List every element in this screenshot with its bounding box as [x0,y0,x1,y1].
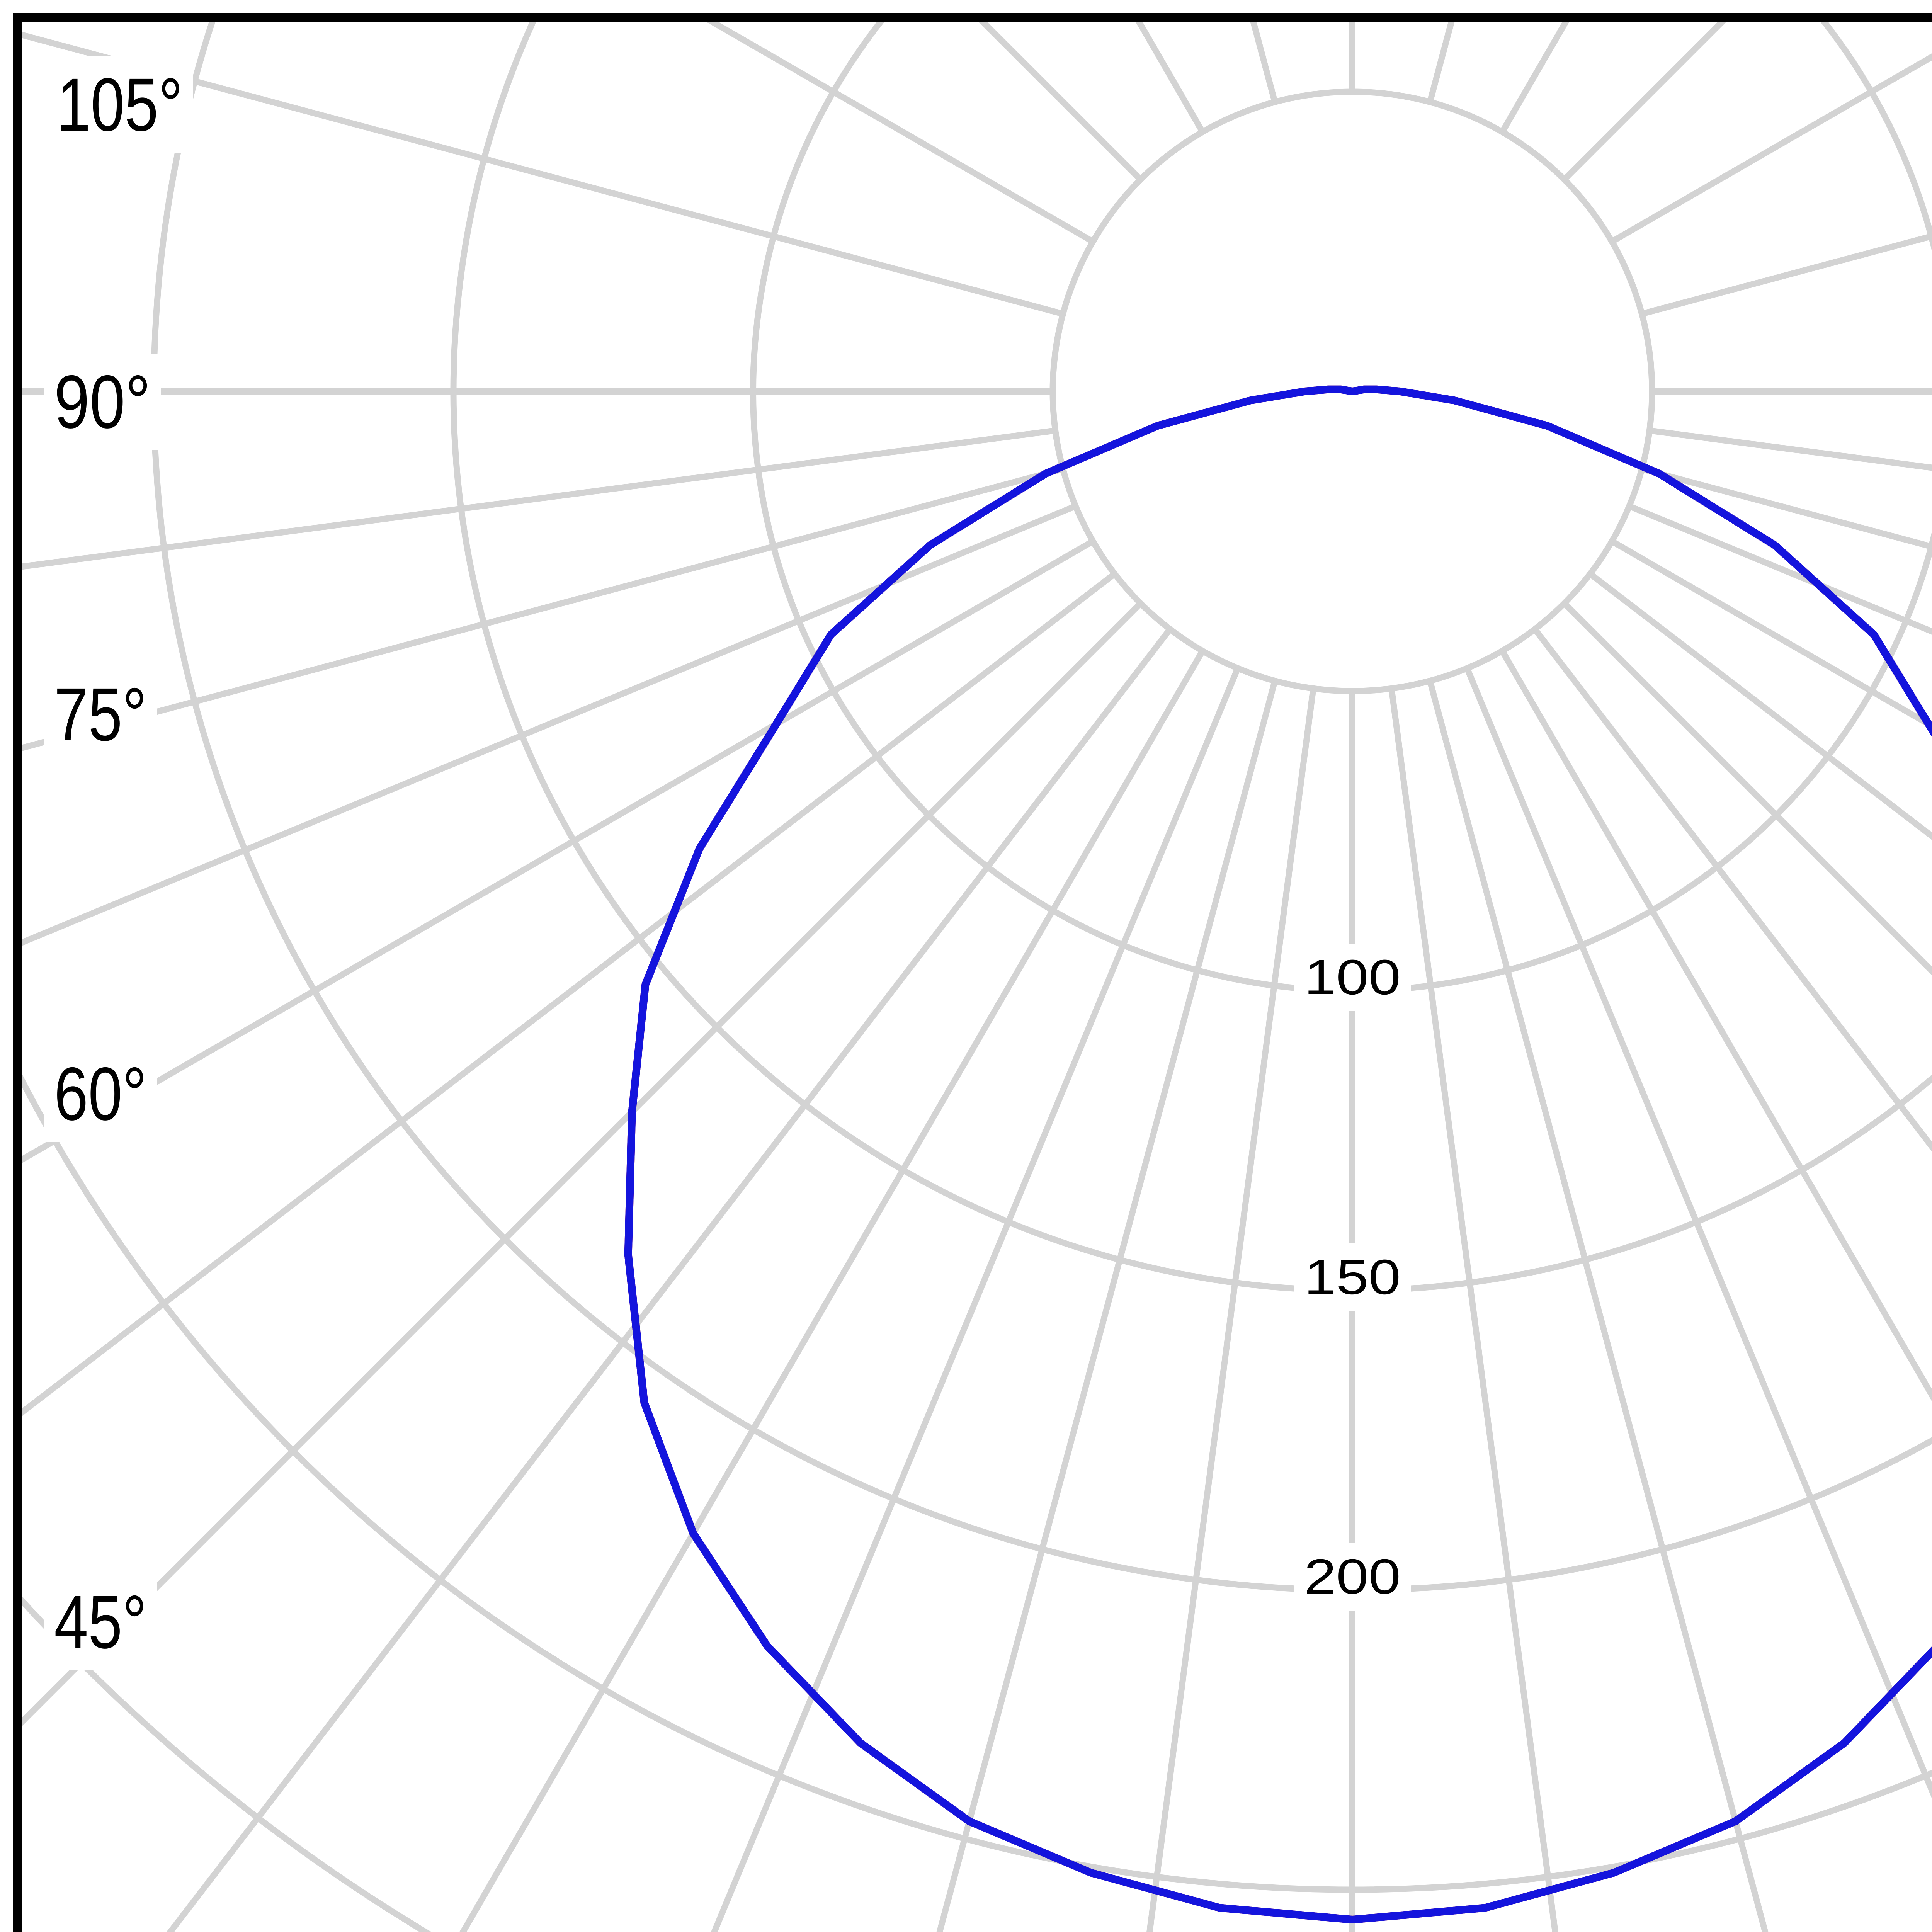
label-mask [1294,1243,1411,1311]
grid-ray [1532,627,1932,1152]
grid-ray [711,667,1241,1932]
grid-ray [22,601,1143,1726]
grid-ray [1388,688,1558,1932]
curve-c90-c270 [624,385,1932,1923]
radial-value-label: 150 [1304,1250,1401,1305]
angle-label-left: 90° [54,360,151,444]
axis-labels: 105°105°90°90°75°75°60°60°45°45°30°15°0°… [44,56,1411,1670]
label-mask [44,354,161,450]
grid-ray [1500,650,1932,1402]
grid-ray [22,427,1056,570]
grid-ray [936,680,1278,1932]
label-mask [44,1046,157,1142]
grid-circle [1049,88,1655,694]
grid-ray [459,650,1205,1932]
grid-ray [22,571,1117,1416]
grid-ray [22,32,1064,317]
grid-ray [22,539,1094,1163]
grid-ray [1427,680,1769,1932]
grid-ray [1464,667,1932,1799]
angle-label-left: 45° [54,1580,147,1664]
grid-ray [1146,688,1316,1932]
label-mask [47,56,193,153]
label-mask [1294,1543,1411,1611]
label-mask [1294,944,1411,1011]
plot-border [13,13,1932,1932]
grid-ray [22,466,1064,751]
angle-label-left: 105° [57,63,183,147]
grid-ray [22,503,1077,946]
grid-ray [166,627,1172,1932]
label-mask [44,1574,157,1670]
angle-label-left: 75° [54,672,147,757]
label-mask [44,666,157,763]
radial-value-label: 200 [1304,1549,1401,1604]
angle-label-left: 60° [54,1052,147,1136]
radial-value-label: 100 [1304,950,1401,1005]
